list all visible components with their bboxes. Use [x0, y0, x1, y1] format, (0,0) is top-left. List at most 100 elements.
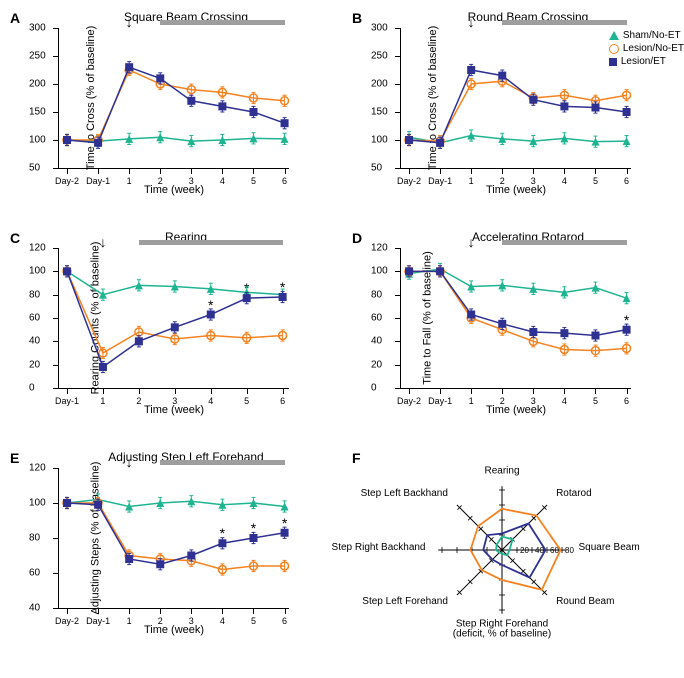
legend-item: Lesion/No-ET	[609, 43, 684, 54]
y-tick-label: 60	[29, 313, 40, 324]
panel-E: E Adjusting Step Left Forehand Adjusting…	[10, 450, 332, 660]
x-tick-label: 2	[158, 176, 163, 186]
x-axis-label: Time (week)	[486, 404, 546, 416]
radar-axis-label: Step Left Backhand	[361, 488, 448, 499]
line-chart-svg	[59, 248, 289, 388]
x-tick-label: 2	[500, 396, 505, 406]
treatment-bar	[160, 460, 284, 465]
x-tick-label: 3	[531, 176, 536, 186]
panel-A: A Square Beam Crossing Time to Cross (% …	[10, 10, 332, 220]
y-tick-label: 80	[371, 289, 382, 300]
radar-chart: RearingRotarodSquare BeamRound BeamStep …	[352, 450, 674, 650]
x-tick-label: 1	[469, 176, 474, 186]
x-tick-label: 2	[500, 176, 505, 186]
x-tick-label: 5	[593, 396, 598, 406]
y-tick-label: 100	[371, 266, 388, 277]
x-tick-label: 4	[220, 616, 225, 626]
y-tick-label: 50	[371, 163, 382, 174]
y-tick-label: 80	[29, 533, 40, 544]
x-tick-label: 1	[127, 176, 132, 186]
legend: Sham/No-ET Lesion/No-ET Lesion/ET	[609, 30, 684, 69]
panel-label: D	[352, 230, 362, 246]
y-tick-label: 40	[371, 336, 382, 347]
x-axis-label: Time (week)	[144, 624, 204, 636]
x-tick-label: 1	[100, 396, 105, 406]
panel-label: E	[10, 450, 19, 466]
x-tick-label: Day-2	[55, 176, 79, 186]
y-tick-label: 150	[371, 107, 388, 118]
y-tick-label: 200	[371, 79, 388, 90]
y-tick-label: 0	[29, 383, 35, 394]
y-tick-label: 40	[29, 603, 40, 614]
y-tick-label: 100	[29, 266, 46, 277]
line-chart-svg	[401, 28, 631, 168]
x-tick-label: 1	[127, 616, 132, 626]
panel-label: A	[10, 10, 20, 26]
radar-axis-label: Step Right Backhand	[332, 542, 426, 553]
radar-axis-label: Round Beam	[556, 596, 614, 607]
panel-D: D Accelerating Rotarod Time to Fall (% o…	[352, 230, 674, 440]
legend-label: Sham/No-ET	[623, 30, 681, 41]
panel-B: B Round Beam Crossing Time to Cross (% o…	[352, 10, 674, 220]
line-chart-svg	[401, 248, 631, 388]
y-tick-label: 300	[29, 23, 46, 34]
x-tick-label: 4	[562, 176, 567, 186]
y-tick-label: 250	[29, 51, 46, 62]
plot-area: Time to Cross (% of baseline) Time (week…	[58, 28, 289, 169]
plot-area: Time to Fall (% of baseline) Time (week)…	[400, 248, 631, 389]
legend-item: Lesion/ET	[609, 56, 684, 67]
x-tick-label: Day-1	[86, 176, 110, 186]
panel-label: C	[10, 230, 20, 246]
y-tick-label: 60	[371, 313, 382, 324]
x-tick-label: 6	[624, 396, 629, 406]
y-tick-label: 300	[371, 23, 388, 34]
x-tick-label: Day-1	[428, 176, 452, 186]
x-tick-label: 6	[282, 176, 287, 186]
treatment-bar	[160, 20, 284, 25]
x-axis-label: Time (week)	[486, 184, 546, 196]
panel-C: C Rearing Rearing Counts (% of baseline)…	[10, 230, 332, 440]
y-tick-label: 60	[29, 568, 40, 579]
y-tick-label: 80	[29, 289, 40, 300]
x-tick-label: 4	[562, 396, 567, 406]
y-tick-label: 120	[29, 243, 46, 254]
x-tick-label: 6	[280, 396, 285, 406]
y-tick-label: 50	[29, 163, 40, 174]
y-tick-label: 150	[29, 107, 46, 118]
panel-F: F RearingRotarodSquare BeamRound BeamSte…	[352, 450, 674, 660]
radar-ring-label: 20	[520, 546, 529, 555]
x-tick-label: 4	[208, 396, 213, 406]
radar-svg: RearingRotarodSquare BeamRound BeamStep …	[352, 450, 652, 650]
legend-item: Sham/No-ET	[609, 30, 684, 41]
treatment-bar	[502, 20, 626, 25]
x-tick-label: 2	[158, 616, 163, 626]
x-tick-label: Day-1	[55, 396, 79, 406]
x-tick-label: 6	[282, 616, 287, 626]
x-tick-label: Day-1	[428, 396, 452, 406]
y-tick-label: 0	[371, 383, 377, 394]
legend-label: Lesion/ET	[621, 56, 666, 67]
plot-area: Rearing Counts (% of baseline) Time (wee…	[58, 248, 289, 389]
x-tick-label: 6	[624, 176, 629, 186]
x-tick-label: 3	[172, 396, 177, 406]
y-tick-label: 100	[371, 135, 388, 146]
plot-area: Adjusting Steps (% of baseline) Time (we…	[58, 468, 289, 609]
line-chart-svg	[59, 468, 289, 608]
x-axis-label: Time (week)	[144, 184, 204, 196]
y-tick-label: 250	[371, 51, 388, 62]
y-tick-label: 20	[29, 359, 40, 370]
plot-area: Time to Cross (% of baseline) Time (week…	[400, 28, 631, 169]
radar-axis-label: Square Beam	[579, 542, 640, 553]
line-chart-svg	[59, 28, 289, 168]
x-tick-label: 5	[251, 176, 256, 186]
x-tick-label: 1	[469, 396, 474, 406]
x-tick-label: Day-1	[86, 616, 110, 626]
x-tick-label: 3	[531, 396, 536, 406]
x-tick-label: 3	[189, 616, 194, 626]
x-tick-label: 2	[136, 396, 141, 406]
treatment-bar	[139, 240, 283, 245]
x-tick-label: Day-2	[397, 396, 421, 406]
y-tick-label: 120	[29, 463, 46, 474]
y-tick-label: 120	[371, 243, 388, 254]
x-tick-label: 5	[593, 176, 598, 186]
